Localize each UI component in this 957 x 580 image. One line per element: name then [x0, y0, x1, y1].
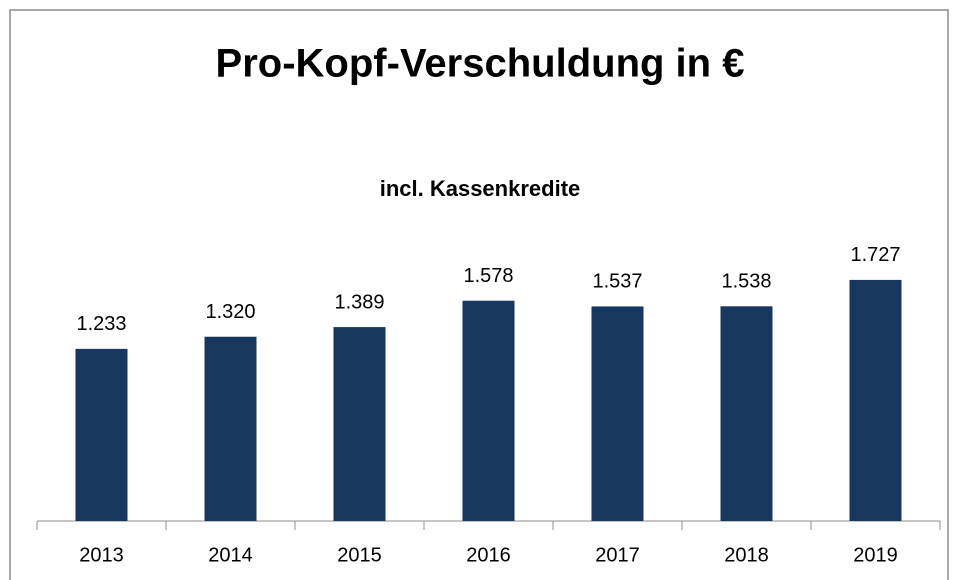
value-label: 1.389 — [334, 291, 384, 313]
chart-title: Pro-Kopf-Verschuldung in € — [216, 42, 745, 86]
bar — [333, 327, 386, 521]
x-tick-label: 2016 — [466, 544, 511, 566]
value-label: 1.538 — [721, 271, 771, 293]
value-label: 1.320 — [205, 301, 255, 323]
bar — [720, 306, 773, 521]
value-label: 1.537 — [592, 271, 642, 293]
x-tick-label: 2015 — [337, 544, 382, 566]
value-label: 1.233 — [76, 313, 126, 335]
x-tick-label: 2013 — [79, 544, 124, 566]
bar — [591, 306, 644, 521]
chart-subtitle: incl. Kassenkredite — [380, 176, 581, 201]
value-label: 1.727 — [850, 244, 900, 266]
x-tick-label: 2017 — [595, 544, 640, 566]
x-tick-label: 2018 — [724, 544, 769, 566]
x-tick-label: 2019 — [853, 544, 898, 566]
bar — [75, 348, 128, 521]
bar — [462, 300, 515, 521]
x-tick-label: 2014 — [208, 544, 253, 566]
value-label: 1.578 — [463, 265, 513, 287]
bar — [849, 279, 902, 521]
bar — [204, 336, 257, 521]
